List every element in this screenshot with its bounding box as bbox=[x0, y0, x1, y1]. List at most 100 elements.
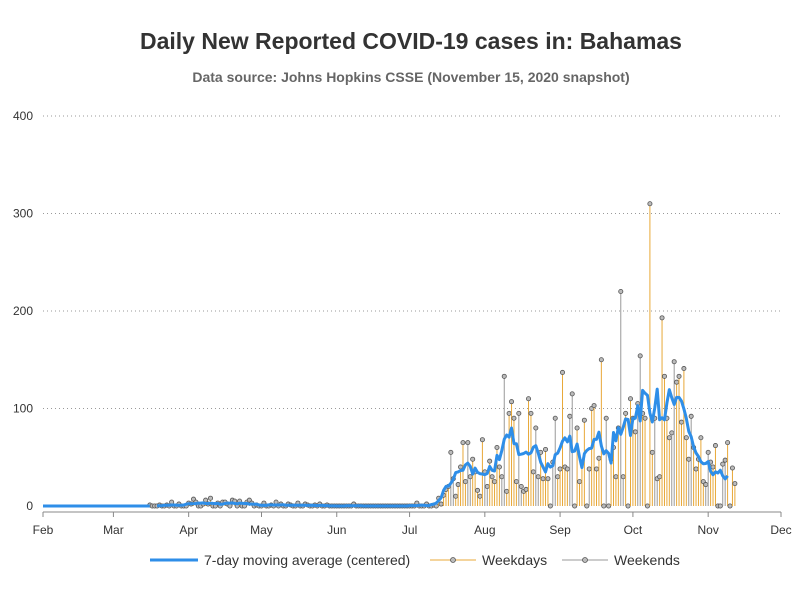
weekday-marker bbox=[540, 476, 546, 482]
weekday-marker bbox=[572, 503, 578, 509]
weekday-marker bbox=[649, 449, 655, 455]
weekday-marker bbox=[661, 373, 667, 379]
weekday-marker bbox=[475, 487, 481, 493]
weekend-marker bbox=[705, 449, 711, 455]
weekday-marker bbox=[208, 495, 214, 501]
weekday-marker bbox=[732, 481, 738, 487]
x-tick-label: Aug bbox=[474, 523, 495, 537]
weekday-marker bbox=[523, 486, 529, 492]
weekday-marker bbox=[627, 396, 633, 402]
x-tick-label: Jun bbox=[327, 523, 346, 537]
weekend-marker bbox=[671, 359, 677, 365]
weekday-marker bbox=[710, 464, 716, 470]
y-tick-label: 0 bbox=[26, 499, 33, 513]
weekday-marker bbox=[574, 425, 580, 431]
legend-label: Weekdays bbox=[482, 552, 547, 568]
weekend-marker bbox=[516, 410, 522, 416]
weekend-marker bbox=[586, 466, 592, 472]
weekday-marker bbox=[596, 455, 602, 461]
weekday-marker bbox=[693, 466, 699, 472]
weekday-marker bbox=[460, 440, 466, 446]
chart-title: Daily New Reported COVID-19 cases in: Ba… bbox=[140, 28, 682, 54]
weekday-marker bbox=[683, 435, 689, 441]
weekday-marker bbox=[479, 437, 485, 443]
weekend-marker bbox=[499, 474, 505, 480]
weekday-marker bbox=[698, 435, 704, 441]
y-tick-label: 200 bbox=[13, 304, 33, 318]
weekday-marker bbox=[712, 443, 718, 449]
weekday-marker bbox=[729, 465, 735, 471]
x-tick-label: May bbox=[250, 523, 273, 537]
weekday-marker bbox=[477, 493, 483, 499]
weekend-marker bbox=[720, 461, 726, 467]
y-tick-label: 400 bbox=[13, 109, 33, 123]
axes: 0 100 200 300 400 Feb Mar Apr May Jun Jul Aug Sep Oct… bbox=[13, 109, 792, 537]
weekday-marker bbox=[547, 503, 553, 509]
weekend-marker bbox=[501, 373, 507, 379]
weekday-marker bbox=[577, 479, 583, 485]
weekday-marker bbox=[613, 474, 619, 480]
weekend-marker bbox=[569, 391, 575, 397]
x-tick-label: Nov bbox=[697, 523, 718, 537]
legend-marker bbox=[450, 557, 456, 563]
weekday-marker bbox=[462, 479, 468, 485]
weekday-marker bbox=[470, 456, 476, 462]
weekday-marker bbox=[455, 482, 461, 488]
weekend-marker bbox=[620, 474, 626, 480]
x-tick-label: Sep bbox=[549, 523, 571, 537]
weekend-marker bbox=[637, 353, 643, 359]
weekday-marker bbox=[494, 444, 500, 450]
x-tick-label: Dec bbox=[770, 523, 791, 537]
x-tick-label: Apr bbox=[179, 523, 198, 537]
daily-needles bbox=[147, 201, 738, 509]
weekday-marker bbox=[487, 458, 493, 464]
weekday-marker bbox=[666, 435, 672, 441]
moving-average bbox=[43, 387, 729, 508]
weekday-marker bbox=[606, 503, 612, 509]
moving-average-line bbox=[157, 387, 729, 508]
x-tick-label: Oct bbox=[624, 523, 643, 537]
weekend-marker bbox=[518, 483, 524, 489]
weekend-marker bbox=[703, 482, 709, 488]
weekday-marker bbox=[528, 410, 534, 416]
weekday-marker bbox=[560, 369, 566, 375]
weekend-marker bbox=[618, 288, 624, 294]
weekend-marker bbox=[584, 503, 590, 509]
weekday-marker bbox=[506, 410, 512, 416]
legend-label: 7-day moving average (centered) bbox=[204, 552, 410, 568]
weekday-marker bbox=[674, 379, 680, 385]
weekday-marker bbox=[625, 503, 631, 509]
weekday-marker bbox=[545, 476, 551, 482]
weekday-marker bbox=[513, 479, 519, 485]
legend: 7-day moving average (centered) Weekdays W… bbox=[150, 552, 680, 568]
x-tick-label: Jul bbox=[402, 523, 417, 537]
weekday-marker bbox=[492, 479, 498, 485]
weekday-marker bbox=[642, 415, 648, 421]
weekday-marker bbox=[438, 501, 444, 507]
weekday-marker bbox=[659, 315, 665, 321]
weekday-marker bbox=[647, 201, 653, 207]
weekday-marker bbox=[725, 440, 731, 446]
weekday-marker bbox=[623, 410, 629, 416]
grid-lines bbox=[43, 115, 781, 409]
weekday-marker bbox=[496, 464, 502, 470]
weekday-marker bbox=[727, 503, 733, 509]
weekday-marker bbox=[678, 419, 684, 425]
weekend-marker bbox=[465, 440, 471, 446]
weekend-marker bbox=[448, 449, 454, 455]
weekend-marker bbox=[669, 430, 675, 436]
legend-marker bbox=[582, 557, 588, 563]
weekday-marker bbox=[581, 417, 587, 423]
weekend-marker bbox=[533, 425, 539, 431]
weekend-marker bbox=[552, 415, 558, 421]
weekday-marker bbox=[489, 474, 495, 480]
weekend-marker bbox=[686, 456, 692, 462]
weekend-marker bbox=[688, 413, 694, 419]
weekend-marker bbox=[722, 457, 728, 463]
weekday-marker bbox=[453, 493, 459, 499]
weekend-marker bbox=[603, 415, 609, 421]
weekday-marker bbox=[591, 403, 597, 409]
x-tick-label: Feb bbox=[33, 523, 54, 537]
weekday-marker bbox=[511, 415, 517, 421]
